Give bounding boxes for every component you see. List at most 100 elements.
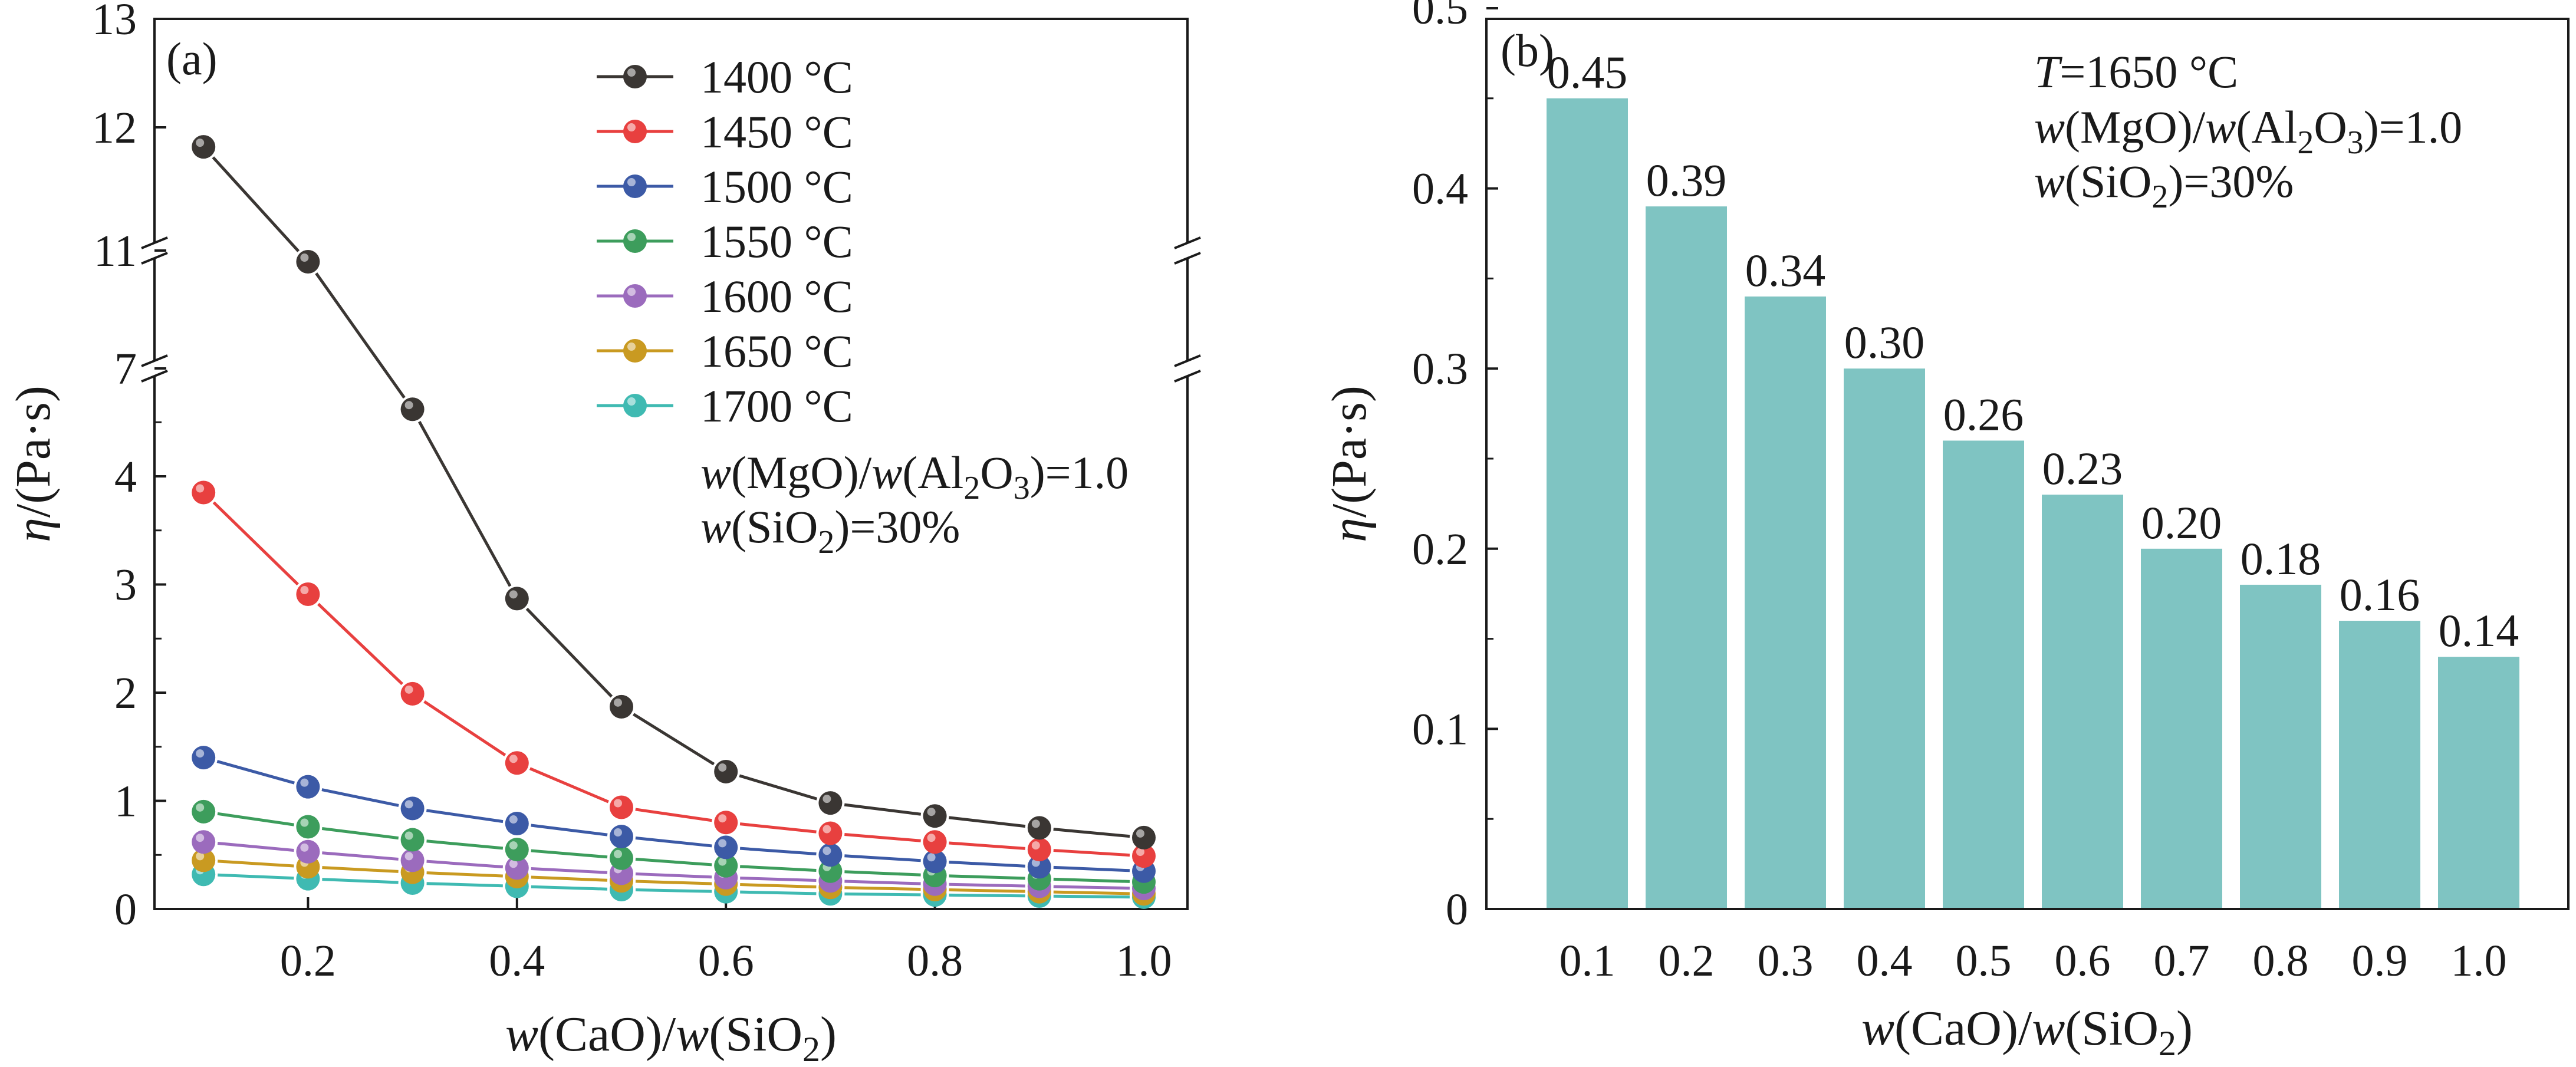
data-point-highlight [718, 839, 727, 848]
series-line-segment [217, 812, 295, 826]
data-point [400, 681, 425, 706]
series-line-segment [531, 824, 608, 837]
data-point [296, 815, 320, 839]
panel-b-annotation-temperature: T=1650 °C [2034, 46, 2238, 97]
legend-label: 1450 °C [700, 106, 853, 157]
y-tick-label: 11 [94, 226, 137, 276]
data-point-highlight [509, 755, 518, 763]
data-point-highlight [1136, 848, 1144, 857]
data-point-highlight [300, 818, 309, 827]
series-line-segment [426, 882, 503, 888]
x-tick-label: 0.7 [2154, 936, 2210, 986]
x-tick-label: 0.2 [280, 936, 336, 986]
data-point-highlight [196, 803, 205, 812]
series-line-segment [949, 861, 1025, 868]
legend-label: 1700 °C [700, 380, 853, 432]
bar-value-label: 0.30 [1844, 317, 1925, 368]
series-line-segment [635, 888, 712, 893]
x-tick-label: 0.6 [698, 936, 754, 986]
series-line-segment [740, 877, 817, 882]
bar [2042, 495, 2123, 909]
x-tick-label: 0.8 [907, 936, 963, 986]
data-point-highlight [614, 799, 622, 808]
series-line-segment [531, 875, 608, 882]
data-point-highlight [718, 763, 727, 772]
series-line-segment [949, 874, 1025, 880]
legend-marker-highlight [627, 233, 636, 241]
data-point [192, 746, 216, 770]
legend-marker [623, 120, 647, 143]
data-point-highlight [718, 857, 727, 866]
data-point [296, 582, 320, 607]
data-point [1132, 825, 1156, 849]
series-line-segment [633, 713, 715, 766]
legend-marker [623, 284, 647, 308]
data-point [296, 775, 320, 799]
series-line-segment [321, 788, 399, 807]
series-line-segment [1053, 877, 1130, 883]
bar-value-label: 0.34 [1745, 245, 1826, 296]
series-line-segment [423, 700, 506, 757]
data-point-highlight [823, 825, 831, 834]
data-point [400, 828, 425, 852]
data-point [192, 830, 216, 854]
bar-value-label: 0.23 [2042, 443, 2123, 494]
data-point-highlight [927, 853, 936, 862]
panel-b-ticks: 0.1 0.2 0.3 0.4 0.5 0.6 0.7 0.8 0.9 1.0 0 0.1 0.2 0.3… [1412, 0, 2507, 986]
data-point [1027, 838, 1051, 862]
data-point [610, 795, 633, 819]
y-tick-label: 0.2 [1412, 525, 1468, 574]
data-point [505, 812, 529, 836]
y-tick-label: 0.5 [1412, 0, 1468, 34]
series-line-segment [218, 873, 294, 880]
series-line-segment [212, 156, 300, 252]
data-point-highlight [823, 847, 831, 855]
y-tick-label: 13 [92, 0, 137, 44]
panel-b-x-axis-label: w(CaO)/w(SiO2) [1861, 1001, 2193, 1063]
series-line-segment [418, 421, 512, 587]
series-line-segment [322, 851, 399, 861]
series-line-segment [217, 841, 294, 852]
series-line-segment [531, 849, 608, 859]
x-tick-label: 0.4 [1857, 936, 1913, 986]
panel-b-label: (b) [1501, 25, 1554, 76]
legend-marker [623, 65, 647, 88]
panel-a-x-axis-label: w(CaO)/w(SiO2) [505, 1007, 837, 1067]
data-point [923, 804, 947, 828]
legend-marker [623, 174, 647, 198]
series-line-segment [1053, 885, 1130, 890]
legend-label: 1550 °C [700, 216, 853, 267]
series-line-segment [1053, 828, 1130, 838]
y-tick-label: 12 [92, 103, 137, 153]
y-tick-label: 7 [114, 344, 137, 394]
data-point-highlight [404, 852, 413, 861]
series-line-segment [635, 837, 712, 848]
data-point [818, 791, 843, 815]
bar [1943, 440, 2024, 909]
series-line-segment [844, 886, 921, 891]
data-point-highlight [614, 849, 622, 858]
data-point [192, 480, 216, 505]
data-point-highlight [1136, 829, 1144, 838]
panel-b-bars [1547, 98, 2519, 910]
axis-break-slash [141, 252, 168, 265]
bar-value-label: 0.20 [2141, 497, 2222, 548]
series-line-segment [529, 767, 609, 803]
bar [1745, 296, 1826, 910]
series-line-segment [739, 847, 817, 856]
series-line-segment [635, 808, 712, 822]
x-tick-label: 1.0 [1116, 936, 1172, 986]
data-point [400, 796, 425, 821]
data-point [714, 811, 738, 835]
data-point-highlight [614, 698, 622, 707]
data-point-highlight [509, 590, 518, 599]
data-point-highlight [509, 815, 518, 824]
data-point-highlight [300, 778, 309, 787]
x-tick-label: 0.8 [2253, 936, 2309, 986]
series-line-segment [740, 883, 817, 889]
x-tick-label: 0.2 [1659, 936, 1715, 986]
data-point-highlight [509, 841, 518, 850]
axis-break-slash [141, 354, 168, 367]
series-line-segment [739, 774, 818, 801]
data-point-highlight [927, 808, 936, 816]
